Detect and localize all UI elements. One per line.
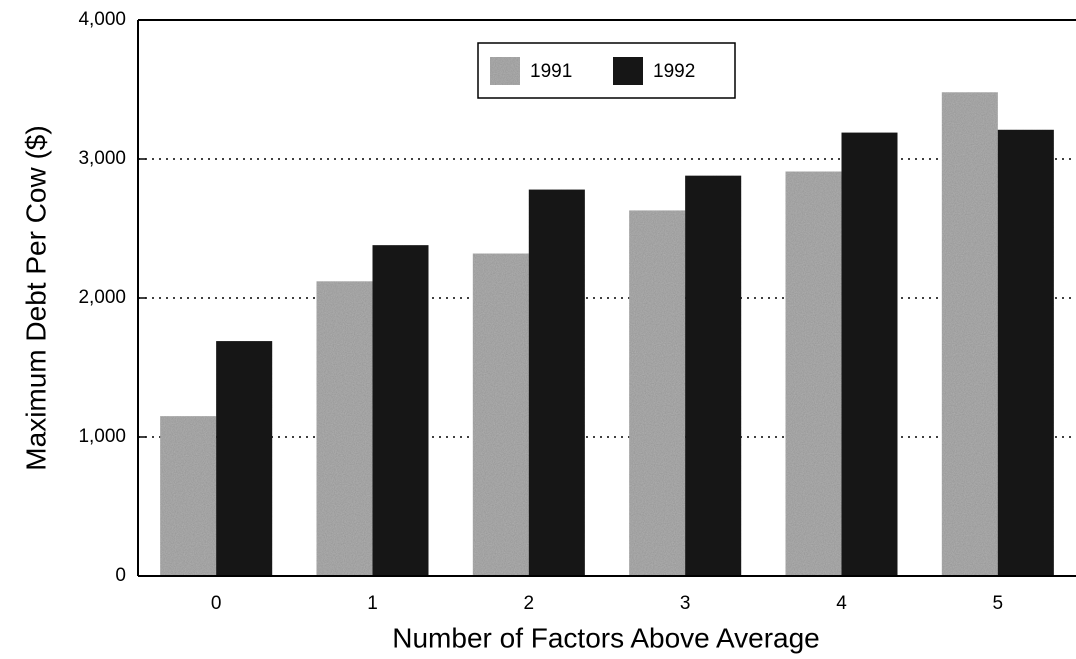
x-tick-label: 0 <box>211 593 222 614</box>
y-tick-label: 2,000 <box>78 287 126 308</box>
bar <box>372 245 429 576</box>
legend-swatch <box>490 57 520 85</box>
bar <box>316 281 373 576</box>
x-tick-label: 2 <box>524 593 535 614</box>
bar <box>841 132 898 576</box>
y-tick-label: 0 <box>115 565 126 586</box>
y-tick-label: 4,000 <box>78 9 126 30</box>
bar <box>685 175 742 576</box>
bar <box>785 171 842 576</box>
bar <box>629 210 686 576</box>
bar <box>941 92 998 576</box>
x-tick-label: 5 <box>993 593 1004 614</box>
x-tick-label: 4 <box>836 593 847 614</box>
bar <box>216 341 273 576</box>
legend-label: 1992 <box>653 61 695 82</box>
y-axis-label: Maximum Debt Per Cow ($) <box>20 125 51 470</box>
bar <box>472 253 529 576</box>
x-axis-label: Number of Factors Above Average <box>392 622 820 653</box>
y-tick-label: 1,000 <box>78 426 126 447</box>
legend-label: 1991 <box>530 61 572 82</box>
y-tick-label: 3,000 <box>78 148 126 169</box>
bar <box>160 416 217 576</box>
legend-box <box>477 42 736 99</box>
x-tick-label: 3 <box>680 593 691 614</box>
x-tick-label: 1 <box>367 593 378 614</box>
legend-swatch <box>613 57 643 85</box>
bar <box>528 189 585 576</box>
bar <box>997 129 1054 576</box>
